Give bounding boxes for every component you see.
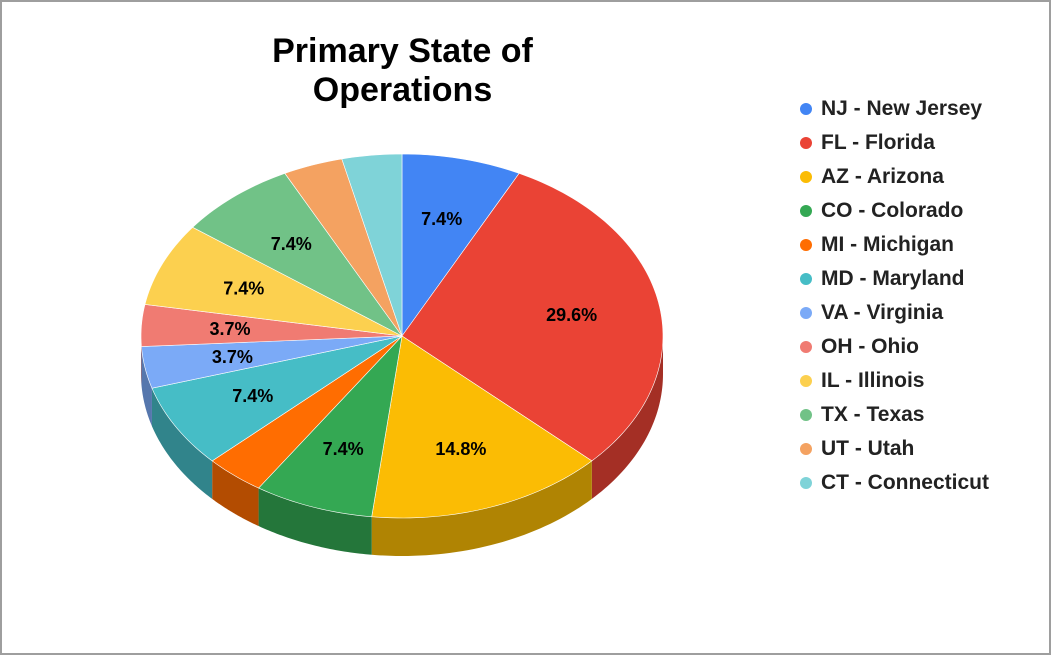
pie-slice-4 bbox=[211, 335, 403, 489]
legend-item: AZ - Arizona bbox=[800, 160, 989, 194]
legend-swatch bbox=[800, 477, 812, 489]
legend-swatch bbox=[800, 341, 812, 353]
pie-slice-9 bbox=[192, 173, 403, 337]
pie-slice-5 bbox=[151, 335, 403, 462]
slice-side-4 bbox=[212, 460, 259, 527]
legend-label: CT - Connecticut bbox=[821, 471, 989, 494]
legend-label: OH - Ohio bbox=[821, 335, 919, 358]
legend-swatch bbox=[800, 239, 812, 251]
legend-item: FL - Florida bbox=[800, 126, 989, 160]
slice-side-1 bbox=[591, 336, 663, 499]
legend-swatch bbox=[800, 137, 812, 149]
pie-labels: 7.4% 29.6% 14.8% 7.4% 7.4% 3.7% 3.7% 7.4% 7.4% bbox=[209, 209, 597, 459]
legend-label: TX - Texas bbox=[821, 403, 925, 426]
legend-label: NJ - New Jersey bbox=[821, 97, 983, 120]
legend-swatch bbox=[800, 103, 812, 115]
pie-slice-2 bbox=[371, 335, 593, 519]
legend-label: IL - Illinois bbox=[821, 369, 925, 392]
pie-depth bbox=[141, 336, 663, 556]
legend-item: UT - Utah bbox=[800, 432, 989, 466]
pie-slice-7 bbox=[140, 304, 403, 347]
legend-label: UT - Utah bbox=[821, 437, 915, 460]
legend-item: CO - Colorado bbox=[800, 194, 989, 228]
slice-label-1: 29.6% bbox=[546, 305, 597, 325]
legend-swatch bbox=[800, 205, 812, 217]
slice-label-6: 3.7% bbox=[212, 347, 253, 367]
legend-swatch bbox=[800, 307, 812, 319]
legend-item: MI - Michigan bbox=[800, 228, 989, 262]
legend-label: MI - Michigan bbox=[821, 233, 954, 256]
slice-label-8: 7.4% bbox=[223, 278, 264, 298]
legend-item: NJ - New Jersey bbox=[800, 92, 989, 126]
slice-label-7: 3.7% bbox=[209, 319, 250, 339]
slice-side-6 bbox=[141, 346, 152, 427]
legend-swatch bbox=[800, 409, 812, 421]
legend-item: OH - Ohio bbox=[800, 330, 989, 364]
legend-swatch bbox=[800, 443, 812, 455]
slice-side-2 bbox=[371, 460, 592, 556]
legend-item: MD - Maryland bbox=[800, 262, 989, 296]
legend-item: TX - Texas bbox=[800, 398, 989, 432]
legend-swatch bbox=[800, 375, 812, 387]
pie-slice-8 bbox=[144, 226, 403, 337]
slice-label-2: 14.8% bbox=[435, 439, 486, 459]
pie-slice-10 bbox=[284, 158, 403, 337]
legend-item: IL - Illinois bbox=[800, 364, 989, 398]
slice-label-0: 7.4% bbox=[421, 209, 462, 229]
slice-side-3 bbox=[258, 488, 372, 555]
legend-swatch bbox=[800, 273, 812, 285]
legend-label: CO - Colorado bbox=[821, 199, 964, 222]
legend: NJ - New Jersey FL - Florida AZ - Arizona C… bbox=[800, 92, 989, 500]
pie-slice-0 bbox=[401, 153, 520, 337]
pie-slice-6 bbox=[141, 335, 403, 389]
slice-side-5 bbox=[151, 388, 213, 499]
slice-label-3: 7.4% bbox=[323, 439, 364, 459]
slice-label-9: 7.4% bbox=[271, 234, 312, 254]
legend-item: VA - Virginia bbox=[800, 296, 989, 330]
legend-label: MD - Maryland bbox=[821, 267, 965, 290]
legend-swatch bbox=[800, 171, 812, 183]
pie-slice-1 bbox=[401, 173, 664, 462]
chart-title: Primary State of Operations bbox=[272, 32, 533, 109]
pie-slices bbox=[140, 153, 664, 519]
legend-item: CT - Connecticut bbox=[800, 466, 989, 500]
pie-slice-3 bbox=[258, 335, 403, 518]
pie-slice-11 bbox=[341, 153, 403, 337]
legend-label: FL - Florida bbox=[821, 131, 935, 154]
slice-label-5: 7.4% bbox=[232, 386, 273, 406]
legend-label: AZ - Arizona bbox=[821, 165, 944, 188]
legend-label: VA - Virginia bbox=[821, 301, 944, 324]
